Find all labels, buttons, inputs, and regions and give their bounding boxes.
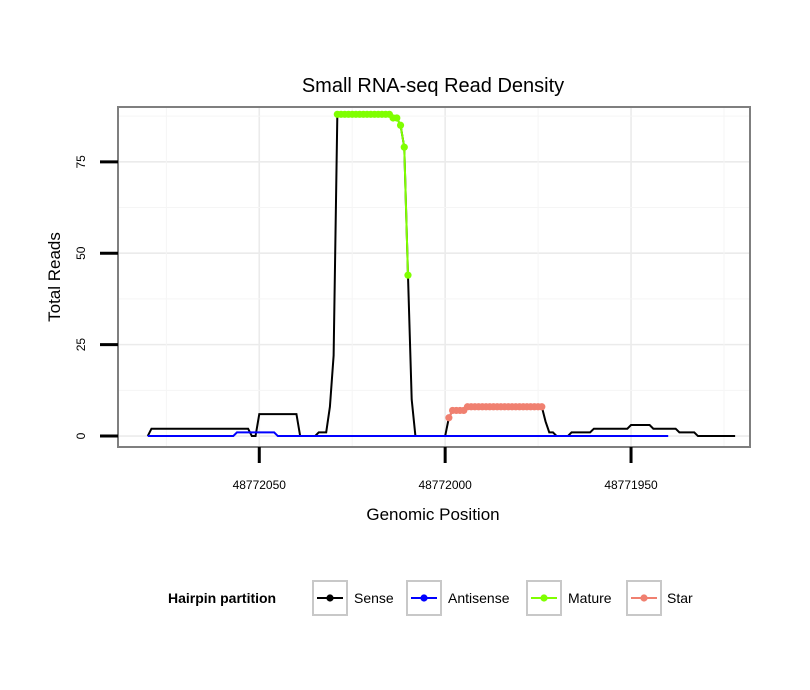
points-layer xyxy=(333,110,546,422)
y-axis-title: Total Reads xyxy=(45,232,64,322)
star-point xyxy=(445,414,453,422)
y-tick-label: 0 xyxy=(74,432,88,439)
x-tick-label: 48772050 xyxy=(233,478,287,492)
y-tick-label: 50 xyxy=(74,246,88,260)
chart-title: Small RNA-seq Read Density xyxy=(302,75,564,97)
x-tick-label: 48772000 xyxy=(418,478,472,492)
plot-panel xyxy=(117,106,751,448)
x-axis-title: Genomic Position xyxy=(366,505,499,524)
legend-label-antisense: Antisense xyxy=(448,590,510,606)
legend-key-dot-mature xyxy=(540,594,548,602)
x-tick-label: 48771950 xyxy=(604,478,658,492)
mature-point xyxy=(404,271,412,279)
mature-point xyxy=(400,143,408,151)
y-tick-label: 75 xyxy=(74,155,88,169)
legend-key-dot-sense xyxy=(326,594,334,602)
mature-point xyxy=(396,121,405,129)
star-point xyxy=(538,403,546,411)
legend: Hairpin partition Sense Antisense Mature St… xyxy=(168,580,693,616)
axes-layer: 48772050 48772000 48771950 0 25 50 75 xyxy=(74,155,658,492)
mature-point xyxy=(393,114,401,122)
legend-label-mature: Mature xyxy=(568,590,612,606)
legend-label-star: Star xyxy=(667,590,693,606)
grid-lines xyxy=(119,108,749,446)
legend-label-sense: Sense xyxy=(354,590,394,606)
y-tick-label: 25 xyxy=(74,338,88,352)
legend-key-dot-star xyxy=(640,594,648,602)
legend-title: Hairpin partition xyxy=(168,590,276,606)
antisense-line xyxy=(147,431,669,438)
legend-key-dot-antisense xyxy=(420,594,428,602)
